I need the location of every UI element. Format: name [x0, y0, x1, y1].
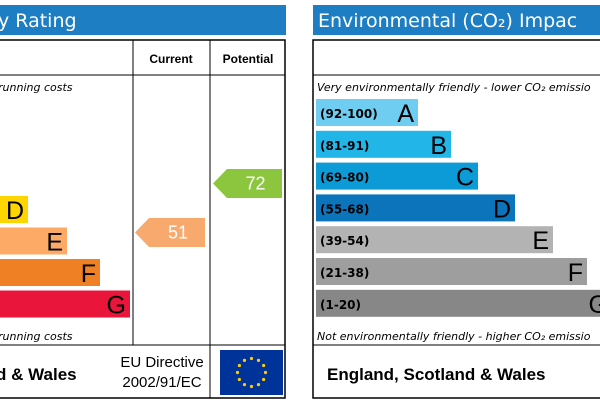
- footer-text: d & Wales: [0, 365, 77, 384]
- band-letter: B: [430, 132, 447, 160]
- band-range: (39-54): [320, 234, 369, 248]
- eu-stars: [235, 356, 268, 389]
- panel-title: Environmental (CO₂) Impac: [318, 10, 577, 32]
- star: [263, 370, 268, 375]
- band-bar: [316, 226, 553, 254]
- star: [235, 370, 240, 375]
- bands: (92-100) A (81-91) B (69-80) C (55-68) D (39-54)…: [316, 99, 600, 319]
- top-note: Very environmentally friendly - lower CO…: [317, 81, 591, 94]
- band-bar: [316, 194, 515, 222]
- band-range: (55-68): [320, 202, 369, 216]
- rating-value: 51: [168, 223, 188, 243]
- band-letter: C: [456, 164, 474, 192]
- star: [262, 377, 266, 382]
- column-header: Current: [149, 52, 192, 66]
- band-range: (69-80): [320, 171, 369, 185]
- star: [242, 383, 247, 387]
- band-range: (81-91): [320, 139, 369, 153]
- band-bar: [316, 258, 587, 285]
- band-letter: D: [493, 195, 511, 223]
- panel-title: y Rating: [0, 10, 77, 32]
- band-bar: [316, 289, 600, 317]
- band-letter: A: [397, 100, 414, 128]
- band-range: (1-20): [320, 298, 361, 312]
- band-bar: [316, 130, 451, 158]
- star: [256, 383, 261, 387]
- rating-arrow: [213, 169, 282, 198]
- band-letter: F: [81, 260, 96, 288]
- band-bar: [0, 196, 28, 223]
- band-letter: G: [107, 292, 126, 320]
- band-bar: [0, 290, 130, 318]
- band-range: (92-100): [320, 107, 378, 121]
- band-letter: E: [46, 229, 63, 257]
- header-bar: [0, 5, 286, 35]
- band-range: (21-38): [320, 266, 369, 280]
- star: [262, 363, 266, 368]
- star: [249, 384, 254, 389]
- star: [242, 358, 247, 362]
- header-bar: [313, 5, 600, 35]
- footer-text: England, Scotland & Wales: [327, 365, 546, 384]
- rating-arrow: [135, 218, 205, 247]
- band-bar: [0, 259, 100, 286]
- bottom-note: Not environmentally friendly - higher CO…: [317, 330, 591, 343]
- table-frame: [0, 39, 286, 399]
- directive: EU Directive: [120, 354, 203, 371]
- star: [237, 377, 241, 382]
- star: [249, 356, 254, 361]
- table-frame: [312, 39, 600, 399]
- band-bar: [316, 99, 418, 126]
- band-letter: F: [568, 259, 583, 287]
- directive: 2002/91/EC: [122, 374, 201, 391]
- band-letter: E: [532, 227, 549, 255]
- band-letter: D: [6, 197, 24, 225]
- eu-flag: [220, 350, 283, 395]
- column-header: Potential: [223, 52, 274, 66]
- rating-value: 72: [245, 174, 265, 194]
- top-note: running costs: [0, 81, 73, 94]
- bottom-note: running costs: [0, 330, 73, 343]
- band-bar: [316, 162, 478, 190]
- star: [256, 358, 261, 362]
- band-letter: G: [589, 291, 600, 319]
- star: [237, 363, 241, 368]
- band-bar: [0, 227, 67, 255]
